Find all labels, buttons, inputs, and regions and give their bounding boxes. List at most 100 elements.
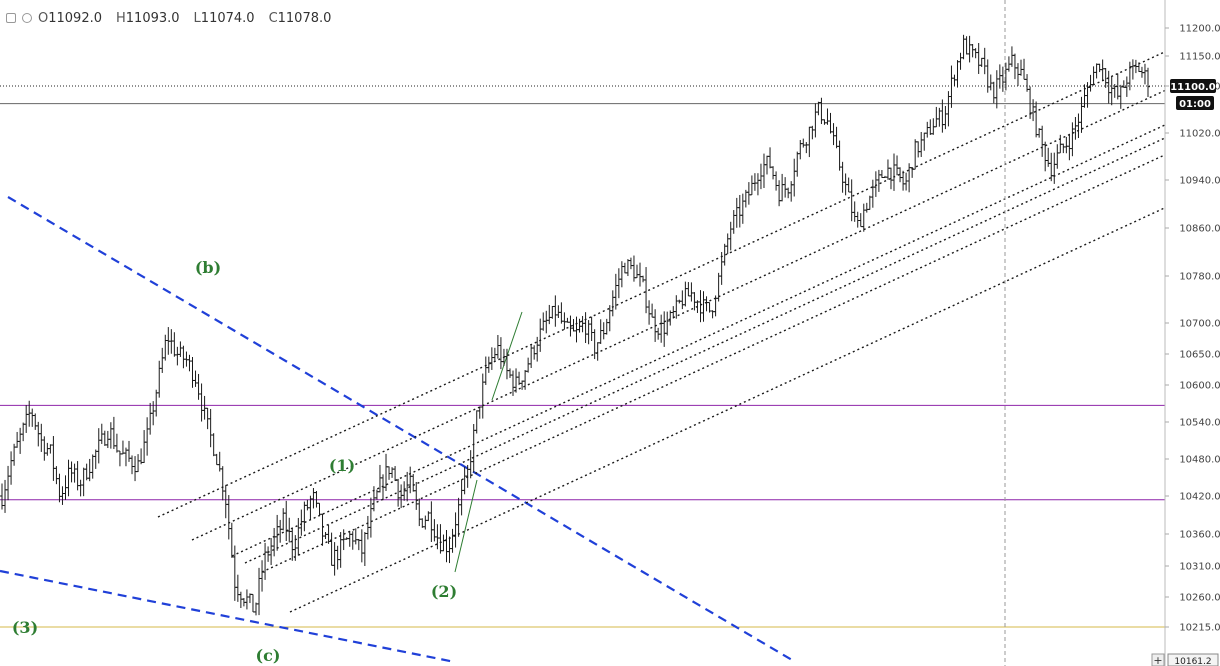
ohlc-bar bbox=[142, 430, 147, 463]
ohlc-bar bbox=[302, 501, 307, 532]
ohlc-bar bbox=[272, 527, 277, 557]
ohlc-bar bbox=[761, 153, 766, 188]
ohlc-bar bbox=[955, 60, 960, 88]
ohlc-bar bbox=[728, 221, 733, 251]
trendlines bbox=[0, 196, 793, 664]
ohlc-header: O11092.0 H11093.0 L11074.0 C11078.0 bbox=[0, 0, 339, 36]
ohlc-bar bbox=[768, 147, 773, 169]
ohlc-bar bbox=[964, 36, 969, 55]
ohlc-bar bbox=[538, 318, 543, 352]
ohlc-bar bbox=[592, 329, 597, 360]
square-icon[interactable] bbox=[6, 13, 16, 23]
ohlc-bar bbox=[610, 290, 615, 317]
ohlc-bar bbox=[178, 341, 183, 357]
ohlc-bar bbox=[1031, 99, 1036, 122]
ohlc-bar bbox=[650, 303, 655, 318]
ohlc-bar bbox=[39, 423, 44, 452]
gear-icon[interactable] bbox=[22, 13, 32, 23]
ohlc-bar bbox=[154, 389, 159, 417]
price-tick-label: 10780.0 bbox=[1179, 272, 1220, 283]
ohlc-bar bbox=[414, 481, 419, 510]
ohlc-bar bbox=[1073, 116, 1078, 140]
ohlc-bar bbox=[849, 179, 854, 222]
price-axis[interactable]: 11200.0 11150.0 11100.0 11020.0 10940.0 10860… bbox=[1165, 24, 1220, 634]
ohlc-bar bbox=[752, 173, 757, 191]
ohlc-bar bbox=[583, 312, 588, 344]
ohlc-bar bbox=[456, 497, 461, 537]
ohlc-bar bbox=[314, 491, 319, 508]
ohlc-bar bbox=[601, 322, 606, 340]
ohlc-bar bbox=[1076, 113, 1081, 139]
ohlc-bar bbox=[266, 546, 271, 562]
ohlc-bar bbox=[749, 175, 754, 196]
ohlc-bar bbox=[353, 528, 358, 545]
ohlc-bar bbox=[462, 466, 467, 495]
ohlc-bar bbox=[511, 370, 516, 396]
ohlc-bar bbox=[48, 444, 53, 454]
ohlc-bar bbox=[290, 528, 295, 561]
ohlc-bar bbox=[719, 251, 724, 285]
ohlc-bar bbox=[1052, 152, 1057, 184]
ohlc-bar bbox=[220, 466, 225, 501]
ohlc-bar bbox=[408, 466, 413, 494]
ohlc-bar bbox=[214, 453, 219, 466]
ohlc-bar bbox=[1079, 96, 1084, 133]
ohlc-bar bbox=[263, 542, 268, 580]
ohlc-bar bbox=[595, 342, 600, 361]
ohlc-bar bbox=[244, 589, 249, 610]
ohlc-bar bbox=[1124, 76, 1129, 97]
price-tick-label: 11200.0 bbox=[1179, 24, 1220, 35]
ohlc-bar bbox=[1000, 66, 1005, 92]
ohlc-bar bbox=[777, 180, 782, 207]
ohlc-bar bbox=[223, 484, 228, 519]
ohlc-bar bbox=[1094, 63, 1099, 79]
ohlc-bar bbox=[429, 501, 434, 543]
ohlc-bar bbox=[139, 448, 144, 465]
ohlc-bar bbox=[810, 125, 815, 140]
ohlc-bar bbox=[994, 70, 999, 109]
ohlc-bar bbox=[1019, 59, 1024, 76]
ohlc-bar bbox=[958, 52, 963, 70]
ohlc-bar bbox=[45, 442, 50, 456]
ohlc-bar bbox=[120, 440, 125, 455]
ohlc-bar bbox=[798, 139, 803, 160]
ohlc-bar bbox=[683, 281, 688, 307]
ohlc-bar bbox=[873, 171, 878, 197]
ohlc-bar bbox=[3, 479, 8, 513]
ohlc-bar bbox=[867, 195, 872, 210]
price-tick-label: 11020.0 bbox=[1179, 129, 1220, 140]
ohlc-bar bbox=[396, 478, 401, 507]
ohlc-bar bbox=[136, 454, 141, 473]
ohlc-bar bbox=[825, 108, 830, 125]
ohlc-bar bbox=[320, 513, 325, 546]
ohlc-bar bbox=[1091, 66, 1096, 86]
ohlc-bar bbox=[90, 454, 95, 479]
ohlc-bar bbox=[1043, 141, 1048, 172]
ohlc-bar bbox=[253, 602, 258, 616]
price-tick-label: 10940.0 bbox=[1179, 176, 1220, 187]
ohlc-bar bbox=[54, 466, 59, 485]
ohlc-bar bbox=[725, 233, 730, 254]
ohlc-bar bbox=[66, 459, 71, 497]
ohlc-bar bbox=[822, 119, 827, 125]
ohlc-bar bbox=[193, 370, 198, 387]
ohlc-bar bbox=[477, 406, 482, 419]
ohlc-bar bbox=[202, 395, 207, 420]
ohlc-bar bbox=[1142, 63, 1147, 85]
svg-text:+: + bbox=[1153, 654, 1162, 666]
ohlc-bar bbox=[471, 424, 476, 473]
ohlc-bar bbox=[976, 43, 981, 74]
ohlc-bar bbox=[181, 345, 186, 369]
ohlc-bar bbox=[199, 383, 204, 422]
ohlc-bar bbox=[447, 536, 452, 564]
wave-label: (2) bbox=[431, 582, 457, 601]
ohlc-bar bbox=[1034, 101, 1039, 138]
ohlc-bar bbox=[459, 479, 464, 516]
ohlc-bar bbox=[870, 179, 875, 208]
channel-lines bbox=[157, 51, 1166, 613]
ohlc-bar bbox=[257, 567, 262, 616]
ohlc-bar bbox=[102, 430, 107, 446]
ohlc-bar bbox=[60, 486, 65, 505]
ohlc-bar bbox=[108, 422, 113, 449]
